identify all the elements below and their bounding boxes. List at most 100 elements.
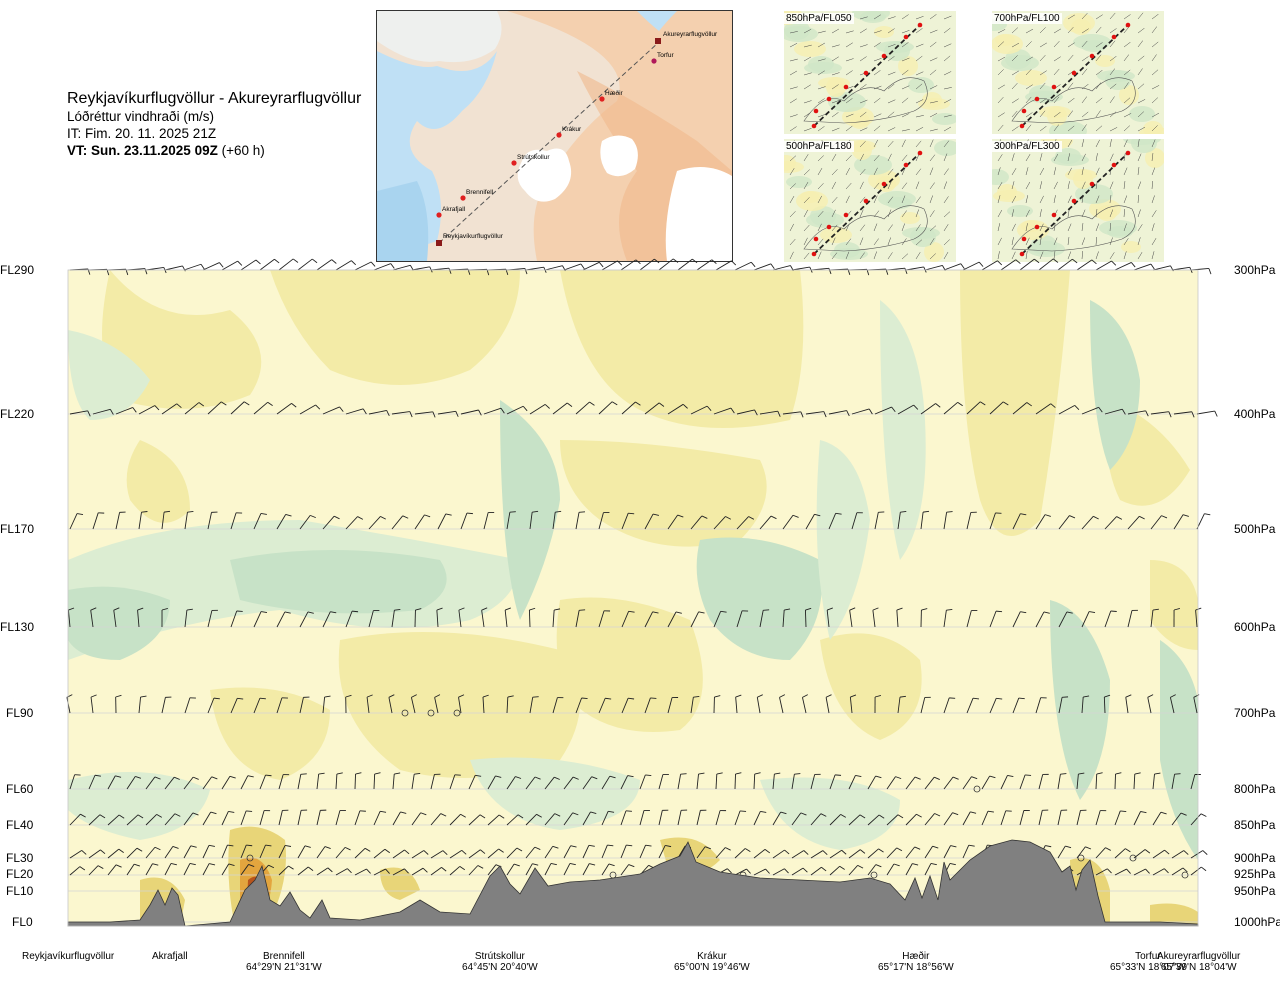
wind-barb xyxy=(468,849,486,859)
wind-barb xyxy=(962,844,975,859)
wind-barb xyxy=(989,697,1003,714)
wind-barb xyxy=(791,867,808,876)
wind-barb xyxy=(810,850,828,859)
wind-barb xyxy=(920,608,928,628)
wind-barb xyxy=(943,608,953,628)
map-waypoint-akureyri: Akureyrarflugvöllur xyxy=(655,31,718,44)
wind-barb xyxy=(753,848,771,859)
wind-barb xyxy=(1012,697,1025,714)
hpa-label-900: 900hPa xyxy=(1234,851,1276,865)
wind-barb xyxy=(316,809,327,826)
wind-barb xyxy=(240,844,253,859)
wind-barb xyxy=(1152,868,1169,876)
wind-barb xyxy=(544,845,559,859)
wind-barb xyxy=(805,411,827,418)
wind-barb xyxy=(297,773,307,790)
terrain-profile xyxy=(67,839,1199,927)
wind-barb xyxy=(1127,609,1138,628)
waypoint-coord: 65°39'N 18°04'W xyxy=(1160,962,1237,973)
wind-barb xyxy=(620,844,633,859)
wind-barb xyxy=(582,776,598,790)
hpa-label-300: 300hPa xyxy=(1234,263,1276,277)
wind-barb xyxy=(430,773,441,790)
wind-barb xyxy=(713,407,735,415)
wind-barb xyxy=(620,810,632,826)
wind-barb xyxy=(582,844,595,859)
wind-barb xyxy=(1035,611,1050,628)
waypoint-coord: 65°33'N 18°07'W xyxy=(1110,962,1186,973)
wind-barb xyxy=(696,772,705,790)
wind-barb xyxy=(183,845,197,859)
wind-barb xyxy=(943,697,956,714)
wind-barb xyxy=(874,695,881,714)
wind-barb xyxy=(690,515,708,530)
wind-barb xyxy=(161,510,171,530)
wind-barb xyxy=(782,411,804,418)
wind-barb xyxy=(966,401,986,415)
wind-barb xyxy=(276,697,288,714)
wind-barb xyxy=(1095,260,1117,271)
wind-barb xyxy=(316,846,331,859)
wind-barb xyxy=(207,609,218,628)
wind-barb xyxy=(905,776,921,790)
waypoint-label-haedir: Hæðir 65°17'N 18°56'W xyxy=(878,951,954,973)
wind-barb xyxy=(829,865,845,876)
wind-barb xyxy=(563,862,576,876)
wind-barb xyxy=(278,844,292,859)
wind-barb xyxy=(867,775,882,790)
wind-barb xyxy=(345,516,364,530)
wind-barb xyxy=(544,813,561,826)
fl-label-10: FL10 xyxy=(6,884,34,898)
wind-barb xyxy=(184,608,193,628)
wind-barb xyxy=(644,697,657,714)
wind-barb xyxy=(184,511,194,530)
wind-barb xyxy=(207,697,220,714)
wind-barb xyxy=(335,810,346,826)
wind-barb xyxy=(392,811,407,826)
wind-barb xyxy=(1104,610,1117,628)
wind-barb xyxy=(782,514,799,530)
wind-barb xyxy=(411,773,421,790)
wind-barb xyxy=(575,697,588,714)
waypoint-label-brennifell: Brennifell 64°29'N 21°31'W xyxy=(246,951,322,973)
waypoint-label-strutskollur: Strútskollur 64°45'N 20°40'W xyxy=(462,951,538,973)
wind-barb xyxy=(1150,411,1172,418)
wind-barb xyxy=(525,863,539,876)
wind-barb xyxy=(297,845,311,859)
wind-barb xyxy=(221,844,234,859)
wind-barb xyxy=(849,694,857,714)
wind-barb xyxy=(1150,515,1168,530)
mini-map-700: 700hPa/FL100 xyxy=(992,11,1164,134)
wind-barb xyxy=(449,813,466,826)
wind-barb xyxy=(230,697,244,714)
wind-barb xyxy=(392,772,401,790)
wind-barb xyxy=(620,259,641,271)
wind-barb xyxy=(810,813,827,826)
wind-barb xyxy=(1095,810,1107,826)
wind-barb xyxy=(620,864,635,876)
wind-barb xyxy=(1114,868,1131,876)
wind-barb xyxy=(1000,775,1014,790)
wind-barb xyxy=(753,868,770,876)
wind-barb xyxy=(67,607,75,628)
wind-barb xyxy=(373,772,381,790)
wind-barb xyxy=(601,863,615,876)
wind-barb xyxy=(989,610,1003,628)
wind-barb xyxy=(598,697,612,714)
wind-barb xyxy=(483,511,495,530)
wind-barb xyxy=(1103,694,1111,714)
wind-barb xyxy=(354,847,371,859)
wind-barb xyxy=(981,260,1003,271)
wind-barb xyxy=(335,868,352,876)
wind-barb xyxy=(299,611,314,628)
wind-barb xyxy=(69,410,91,417)
wind-barb xyxy=(1150,608,1159,628)
wind-barb xyxy=(434,694,441,714)
wind-barb xyxy=(506,511,516,530)
mini-map-700-label: 700hPa/FL100 xyxy=(992,13,1062,24)
wind-barb xyxy=(161,608,168,628)
hpa-label-400: 400hPa xyxy=(1234,407,1276,421)
wind-barb xyxy=(506,814,524,826)
wind-barb xyxy=(759,515,777,530)
wind-barb xyxy=(1152,849,1170,859)
